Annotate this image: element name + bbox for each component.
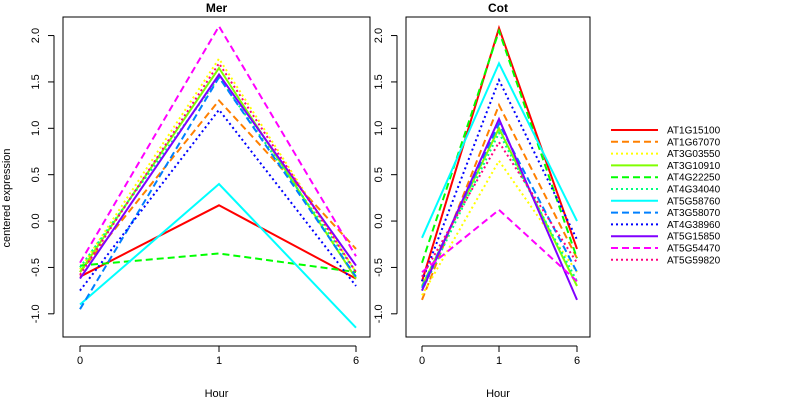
legend-item: AT4G22250 [611, 173, 721, 184]
legend-label: AT5G15850 [667, 232, 721, 243]
legend-label: AT5G59820 [667, 255, 721, 266]
legend-label: AT1G15100 [667, 126, 721, 137]
panels: Mer -1.0 -0.5 0.0 0.5 1.0 1.5 2.0 0 1 6 Hour Cot -1.0… [30, 1, 591, 400]
panel-mer: Mer -1.0 -0.5 0.0 0.5 1.0 1.5 2.0 0 1 6 Hour [30, 1, 371, 400]
legend-item: AT3G58070 [611, 208, 721, 219]
series-line-at5g58760 [421, 61, 578, 239]
panel-title: Cot [488, 1, 508, 15]
x-axis-title: Hour [486, 388, 510, 400]
y-axis-title: centered expression [1, 148, 13, 247]
series-line-at1g15100 [79, 204, 357, 280]
y-tick-label: 0.0 [373, 213, 385, 228]
legend-item: AT5G54470 [611, 244, 721, 255]
series-line-at4g34040 [421, 130, 578, 292]
legend-item: AT4G34040 [611, 185, 721, 196]
x-tick-label: 0 [77, 355, 83, 367]
series-line-at4g34040 [79, 75, 357, 273]
legend-label: AT4G38960 [667, 220, 721, 231]
y-tick-label: 0.5 [30, 167, 42, 182]
y-tick-label: 1.0 [30, 121, 42, 136]
legend-item: AT3G10910 [611, 161, 721, 172]
y-tick-label: 0.0 [30, 213, 42, 228]
y-tick-label: -1.0 [373, 304, 385, 323]
series-line-at3g10910 [79, 66, 357, 280]
series-line-at4g38960 [79, 108, 357, 292]
y-tick-label: 1.0 [373, 121, 385, 136]
panel-title: Mer [206, 1, 228, 15]
series-line-at5g54470 [79, 24, 357, 264]
x-tick-label: 6 [574, 355, 580, 367]
series-line-at3g58070 [79, 75, 357, 310]
plot-frame [62, 16, 371, 338]
series-line-at5g15850 [79, 72, 357, 280]
x-axis-title: Hour [205, 388, 229, 400]
legend-item: AT4G38960 [611, 220, 721, 231]
legend-item: AT3G03550 [611, 149, 721, 160]
y-tick-label: -0.5 [30, 258, 42, 277]
x-tick-label: 1 [496, 355, 502, 367]
y-tick-label: -0.5 [373, 258, 385, 277]
legend-item: AT1G15100 [611, 126, 721, 137]
legend: AT1G15100AT1G67070AT3G03550AT3G10910AT4G… [611, 126, 721, 266]
legend-label: AT3G58070 [667, 208, 721, 219]
legend-item: AT5G59820 [611, 255, 721, 266]
plot-frame [405, 16, 591, 338]
panel-cot: Cot -1.0 -0.5 0.0 0.5 1.0 1.5 2.0 0 1 6 Hour [373, 1, 591, 400]
x-tick-label: 6 [353, 355, 359, 367]
legend-label: AT4G22250 [667, 173, 721, 184]
series-line-at5g59820 [79, 61, 357, 276]
legend-item: AT5G58760 [611, 196, 721, 207]
legend-label: AT5G54470 [667, 244, 721, 255]
y-tick-label: 1.5 [30, 74, 42, 89]
series-line-at5g59820 [421, 140, 578, 278]
y-tick-label: 0.5 [373, 167, 385, 182]
y-tick-label: -1.0 [30, 304, 42, 323]
y-tick-label: 2.0 [30, 28, 42, 43]
legend-label: AT5G58760 [667, 196, 721, 207]
legend-item: AT1G67070 [611, 137, 721, 148]
x-tick-label: 1 [216, 355, 222, 367]
y-tick-label: 1.5 [373, 74, 385, 89]
series-line-at4g22250 [79, 252, 357, 274]
legend-label: AT3G10910 [667, 161, 721, 172]
y-tick-label: 2.0 [373, 28, 385, 43]
x-tick-label: 0 [419, 355, 425, 367]
series-line-at4g22250 [421, 27, 578, 264]
legend-label: AT4G34040 [667, 185, 721, 196]
legend-label: AT1G67070 [667, 137, 721, 148]
series-line-at1g67070 [79, 98, 357, 273]
legend-item: AT5G15850 [611, 232, 721, 243]
legend-label: AT3G03550 [667, 149, 721, 160]
series-line-at5g54470 [421, 208, 578, 283]
series-line-at4g38960 [421, 77, 578, 282]
series-line-at5g58760 [79, 182, 357, 329]
